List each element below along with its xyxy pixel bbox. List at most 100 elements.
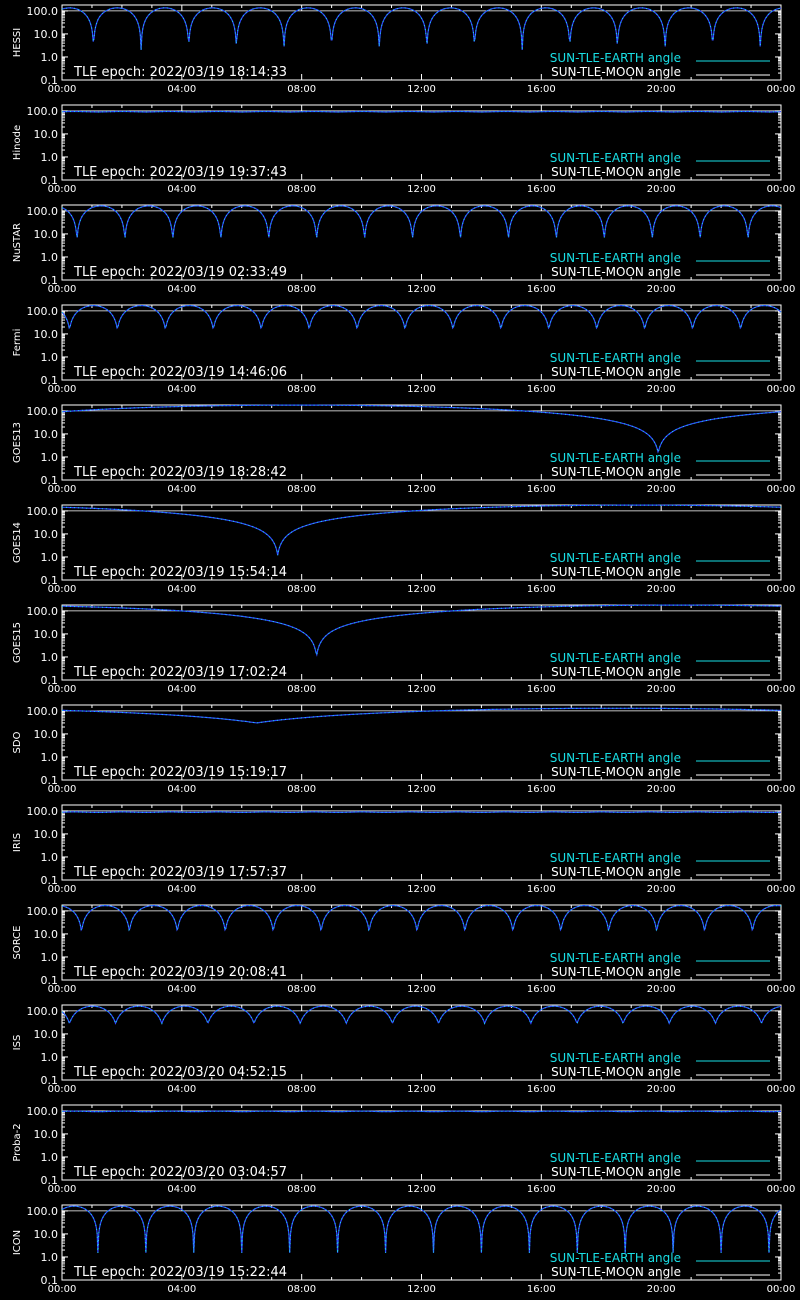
satellite-name-label: ICON: [12, 1230, 23, 1255]
x-tick-label: 12:00: [407, 584, 436, 595]
panel-goes15: 100.010.01.00.100:00 04:00 08:00 12:00 16:00…: [12, 604, 796, 695]
legend-earth-label: SUN-TLE-EARTH angle: [550, 751, 681, 765]
legend-earth-label: SUN-TLE-EARTH angle: [550, 51, 681, 65]
x-tick-label: 08:00: [287, 1284, 316, 1295]
x-tick-label: 08:00: [287, 284, 316, 295]
x-tick-label: 12:00: [407, 1084, 436, 1095]
satellite-name-label: GOES13: [12, 422, 23, 463]
tle-epoch-label: TLE epoch: 2022/03/19 18:28:42: [73, 465, 287, 480]
tle-epoch-label: TLE epoch: 2022/03/19 18:14:33: [73, 65, 287, 80]
x-tick-label: 20:00: [647, 884, 676, 895]
legend-moon-label: SUN-TLE-MOON angle: [551, 1265, 681, 1279]
y-tick-label: 100.0: [27, 1105, 59, 1118]
x-tick-label: 16:00: [527, 884, 556, 895]
y-tick-label: 100.0: [27, 1205, 59, 1218]
tle-epoch-label: TLE epoch: 2022/03/19 02:33:49: [73, 265, 287, 280]
x-tick-label: 00:00: [767, 584, 796, 595]
y-tick-label: 0.1: [41, 874, 59, 887]
x-tick-label: 04:00: [167, 384, 196, 395]
y-tick-label: 100.0: [27, 605, 59, 618]
x-tick-label: 00:00: [767, 684, 796, 695]
x-tick-label: 00:00: [48, 784, 77, 795]
x-tick-label: 00:00: [767, 884, 796, 895]
x-tick-label: 08:00: [287, 984, 316, 995]
x-tick-label: 00:00: [48, 384, 77, 395]
y-tick-label: 0.1: [41, 274, 59, 287]
x-tick-label: 00:00: [48, 984, 77, 995]
satellite-name-label: GOES15: [12, 622, 23, 663]
legend-earth-label: SUN-TLE-EARTH angle: [550, 151, 681, 165]
x-tick-label: 16:00: [527, 784, 556, 795]
legend-moon-label: SUN-TLE-MOON angle: [551, 565, 681, 579]
y-tick-label: 1.0: [41, 351, 59, 364]
y-tick-label: 100.0: [27, 105, 59, 118]
y-tick-label: 1.0: [41, 1251, 59, 1264]
x-tick-label: 00:00: [48, 584, 77, 595]
x-tick-label: 00:00: [767, 84, 796, 95]
x-tick-label: 12:00: [407, 184, 436, 195]
y-tick-label: 100.0: [27, 705, 59, 718]
y-tick-label: 10.0: [34, 28, 59, 41]
y-tick-label: 10.0: [34, 928, 59, 941]
legend-moon-label: SUN-TLE-MOON angle: [551, 665, 681, 679]
y-tick-label: 1.0: [41, 751, 59, 764]
panel-iss: 100.010.01.00.100:00 04:00 08:00 12:00 16:00…: [12, 1004, 795, 1095]
satellite-name-label: Proba-2: [12, 1123, 23, 1161]
x-tick-label: 12:00: [407, 84, 436, 95]
y-tick-label: 1.0: [41, 451, 59, 464]
legend-moon-label: SUN-TLE-MOON angle: [551, 165, 681, 179]
x-tick-label: 04:00: [167, 84, 196, 95]
x-tick-label: 12:00: [407, 484, 436, 495]
tle-epoch-label: TLE epoch: 2022/03/19 17:02:24: [73, 665, 287, 680]
panel-iris: 100.010.01.00.100:00 04:00 08:00 12:00 16:00…: [12, 804, 796, 895]
x-tick-label: 20:00: [647, 1284, 676, 1295]
x-tick-label: 08:00: [287, 684, 316, 695]
y-tick-label: 10.0: [34, 1028, 59, 1041]
y-tick-label: 1.0: [41, 651, 59, 664]
panel-sorce: 100.010.01.00.100:00 04:00 08:00 12:00 16:00…: [12, 904, 796, 995]
legend-moon-label: SUN-TLE-MOON angle: [551, 865, 681, 879]
legend-earth-label: SUN-TLE-EARTH angle: [550, 551, 681, 565]
x-tick-label: 12:00: [407, 384, 436, 395]
y-tick-label: 100.0: [27, 1005, 59, 1018]
x-tick-label: 08:00: [287, 384, 316, 395]
y-tick-label: 0.1: [41, 1274, 59, 1287]
x-tick-label: 04:00: [167, 484, 196, 495]
tle-epoch-label: TLE epoch: 2022/03/19 17:57:37: [73, 865, 287, 880]
x-tick-label: 16:00: [527, 384, 556, 395]
sun-tle-earth-series: [62, 1110, 781, 1113]
y-tick-label: 1.0: [41, 151, 59, 164]
x-tick-label: 04:00: [167, 684, 196, 695]
tle-epoch-label: TLE epoch: 2022/03/19 15:19:17: [73, 765, 287, 780]
y-tick-label: 1.0: [41, 251, 59, 264]
x-tick-label: 08:00: [287, 584, 316, 595]
x-tick-label: 20:00: [647, 584, 676, 595]
x-tick-label: 00:00: [767, 984, 796, 995]
x-tick-label: 00:00: [767, 784, 796, 795]
x-tick-label: 08:00: [287, 784, 316, 795]
sun-tle-earth-series: [62, 110, 781, 113]
y-tick-label: 10.0: [34, 228, 59, 241]
x-tick-label: 00:00: [48, 1284, 77, 1295]
y-tick-label: 100.0: [27, 205, 59, 218]
x-tick-label: 08:00: [287, 1084, 316, 1095]
sun-tle-earth-series-highlight: [61, 1005, 782, 1025]
x-tick-label: 16:00: [527, 684, 556, 695]
x-tick-label: 00:00: [48, 884, 77, 895]
legend-moon-label: SUN-TLE-MOON angle: [551, 465, 681, 479]
legend-moon-label: SUN-TLE-MOON angle: [551, 365, 681, 379]
x-tick-label: 16:00: [527, 484, 556, 495]
panel-icon: 100.010.01.00.100:00 04:00 08:00 12:00 16:00…: [12, 1204, 795, 1295]
x-tick-label: 20:00: [647, 784, 676, 795]
legend-moon-label: SUN-TLE-MOON angle: [551, 1165, 681, 1179]
panel-nustar: 100.010.01.00.100:00 04:00 08:00 12:00 16:00…: [12, 204, 795, 295]
y-tick-label: 0.1: [41, 674, 59, 687]
panel-proba-2: 100.010.01.00.100:00 04:00 08:00 12:00 16:00…: [12, 1104, 795, 1195]
x-tick-label: 16:00: [527, 584, 556, 595]
x-tick-label: 16:00: [527, 984, 556, 995]
satellite-name-label: SDO: [12, 731, 23, 753]
satellite-name-label: HESSI: [12, 28, 23, 57]
panel-fermi: 100.010.01.00.100:00 04:00 08:00 12:00 16:00…: [12, 304, 795, 395]
y-tick-label: 0.1: [41, 1074, 59, 1087]
